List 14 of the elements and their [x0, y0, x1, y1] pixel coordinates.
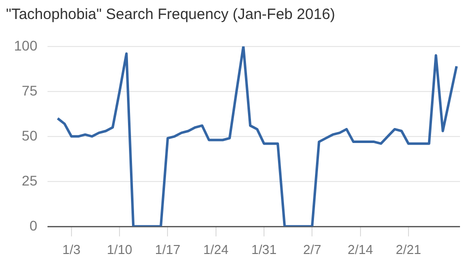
y-tick-label: 25 [22, 172, 38, 188]
x-tick-label: 1/17 [155, 242, 180, 257]
x-tick-label: 2/14 [348, 242, 373, 257]
x-tick-label: 1/24 [203, 242, 229, 257]
x-tick-label: 1/10 [106, 242, 132, 257]
x-tick-label: 1/31 [251, 242, 277, 257]
x-tick-label: 1/3 [62, 242, 80, 257]
y-tick-label: 0 [30, 217, 38, 234]
y-tick-label: 75 [22, 82, 38, 98]
x-tick-label: 2/7 [303, 242, 322, 257]
chart-title: "Tachophobia" Search Frequency (Jan-Feb 2016) [5, 5, 336, 25]
y-tick-label: 50 [22, 127, 38, 144]
y-tick-label: 100 [14, 37, 38, 54]
x-tick-label: 2/21 [396, 242, 422, 257]
